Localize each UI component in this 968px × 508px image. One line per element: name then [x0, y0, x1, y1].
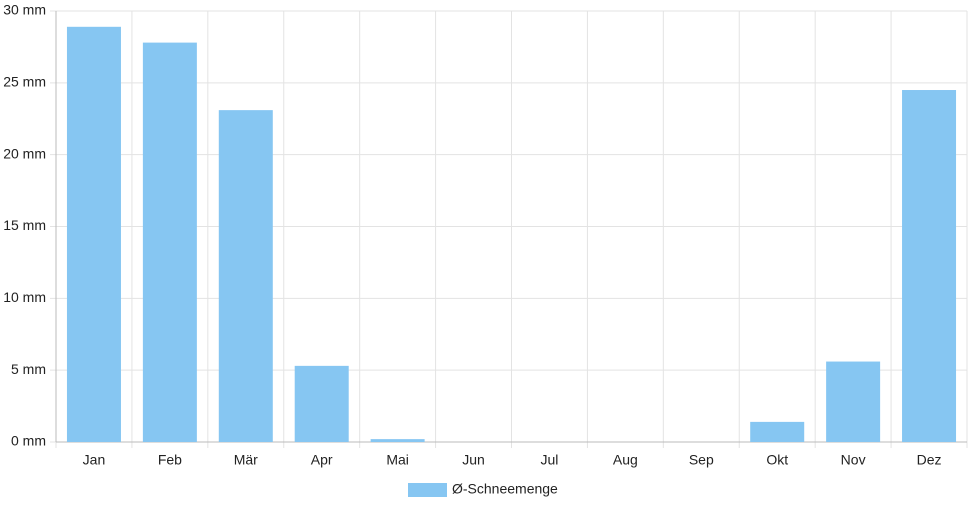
y-tick-label: 25 mm — [3, 74, 46, 90]
x-tick-label: Nov — [841, 452, 866, 468]
x-tick-label: Mär — [234, 452, 258, 468]
bar — [370, 439, 425, 442]
bar — [902, 90, 957, 443]
x-tick-label: Jan — [83, 452, 106, 468]
y-tick-label: 5 mm — [11, 361, 46, 377]
x-tick-label: Jul — [541, 452, 559, 468]
x-tick-label: Feb — [158, 452, 182, 468]
x-tick-label: Apr — [311, 452, 333, 468]
legend-swatch — [408, 483, 447, 497]
bar — [750, 421, 805, 442]
x-tick-label: Jun — [462, 452, 485, 468]
legend-label: Ø-Schneemenge — [452, 481, 558, 497]
y-tick-label: 10 mm — [3, 289, 46, 305]
bar — [66, 26, 121, 442]
y-tick-label: 20 mm — [3, 145, 46, 161]
x-tick-label: Aug — [613, 452, 638, 468]
x-tick-label: Sep — [689, 452, 714, 468]
x-tick-label: Dez — [917, 452, 942, 468]
x-tick-label: Okt — [766, 452, 788, 468]
y-tick-label: 30 mm — [3, 2, 46, 18]
x-tick-label: Mai — [386, 452, 409, 468]
y-tick-label: 15 mm — [3, 217, 46, 233]
bar — [142, 42, 197, 443]
bar — [218, 110, 273, 442]
bar — [826, 361, 881, 442]
bar — [294, 365, 349, 442]
y-tick-label: 0 mm — [11, 433, 46, 449]
